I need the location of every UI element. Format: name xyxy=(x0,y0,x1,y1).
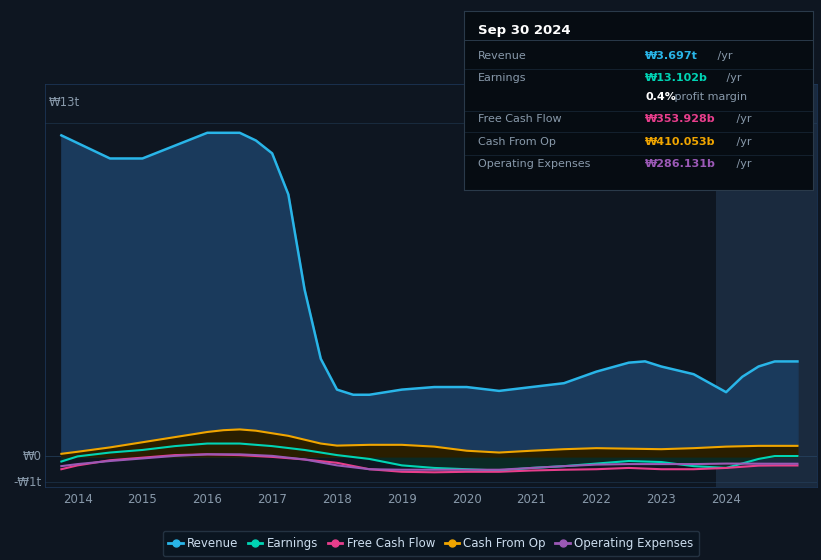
Text: /yr: /yr xyxy=(733,114,752,124)
Text: ₩13.102b: ₩13.102b xyxy=(645,72,709,82)
Text: Revenue: Revenue xyxy=(478,51,526,61)
Text: /yr: /yr xyxy=(723,72,742,82)
Text: Free Cash Flow: Free Cash Flow xyxy=(478,114,562,124)
Text: ₩0: ₩0 xyxy=(22,450,41,463)
Text: -₩1t: -₩1t xyxy=(13,475,41,488)
Text: Operating Expenses: Operating Expenses xyxy=(478,158,590,169)
Text: ₩410.053b: ₩410.053b xyxy=(645,137,716,147)
Text: /yr: /yr xyxy=(733,158,752,169)
Text: Earnings: Earnings xyxy=(478,72,526,82)
Bar xyxy=(717,84,817,487)
Text: Cash From Op: Cash From Op xyxy=(478,137,556,147)
Text: 0.4%: 0.4% xyxy=(645,92,677,102)
Text: profit margin: profit margin xyxy=(672,92,748,102)
Text: /yr: /yr xyxy=(713,51,732,61)
Legend: Revenue, Earnings, Free Cash Flow, Cash From Op, Operating Expenses: Revenue, Earnings, Free Cash Flow, Cash … xyxy=(163,531,699,556)
Text: ₩13t: ₩13t xyxy=(49,96,80,109)
Text: ₩286.131b: ₩286.131b xyxy=(645,158,716,169)
Text: ₩3.697t: ₩3.697t xyxy=(645,51,698,61)
Text: Sep 30 2024: Sep 30 2024 xyxy=(478,24,571,37)
Text: /yr: /yr xyxy=(733,137,752,147)
Text: ₩353.928b: ₩353.928b xyxy=(645,114,716,124)
